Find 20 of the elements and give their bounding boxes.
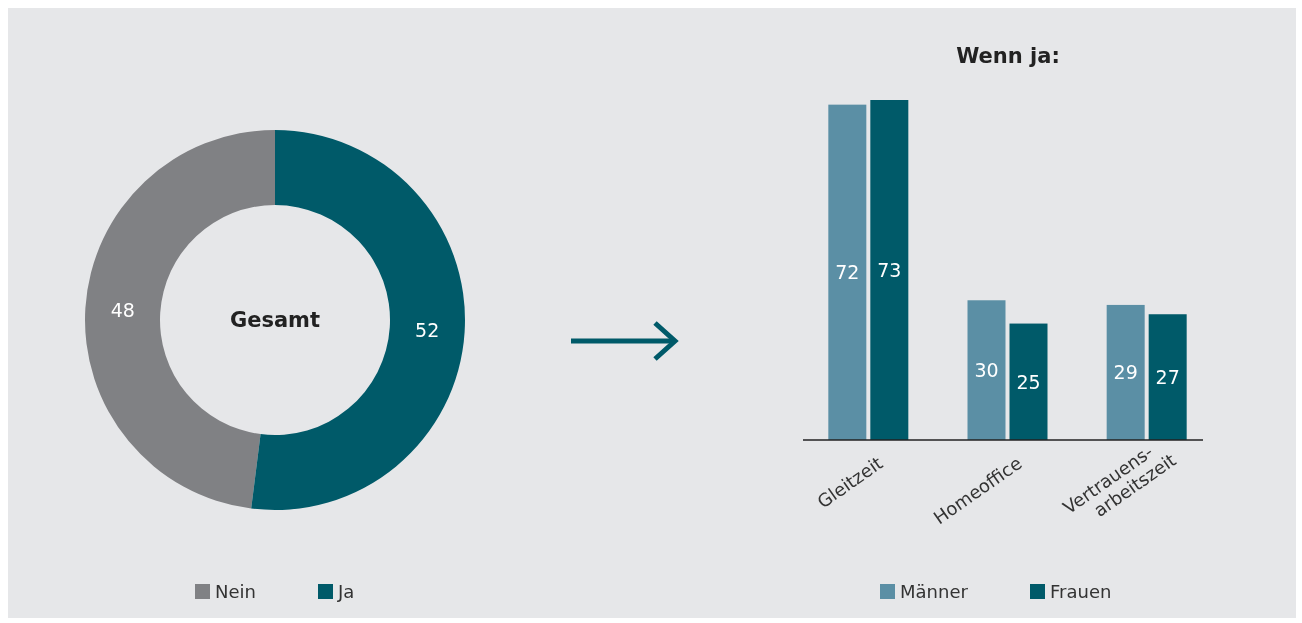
legend-label: Männer — [900, 581, 969, 602]
chart-title: Wenn ja: — [956, 44, 1060, 68]
data-label: 27 — [1155, 366, 1180, 389]
legend-label: Nein — [215, 581, 256, 602]
data-label: 25 — [1016, 370, 1041, 393]
bar — [870, 100, 909, 440]
text: Gesamt — [229, 308, 321, 332]
data-label: 29 — [1113, 361, 1138, 384]
bar — [828, 104, 867, 440]
bar — [967, 300, 1006, 440]
data-label: 73 — [877, 259, 902, 281]
data-label: 48 — [110, 299, 135, 322]
bar — [1148, 314, 1187, 440]
data-label: 52 — [415, 318, 440, 341]
data-label: 72 — [835, 261, 860, 284]
data-label: 30 — [974, 359, 999, 382]
bar — [1106, 304, 1145, 440]
legend-label: Ja — [337, 581, 355, 602]
legend-label: Frauen — [1050, 581, 1112, 602]
bar — [1009, 323, 1048, 440]
